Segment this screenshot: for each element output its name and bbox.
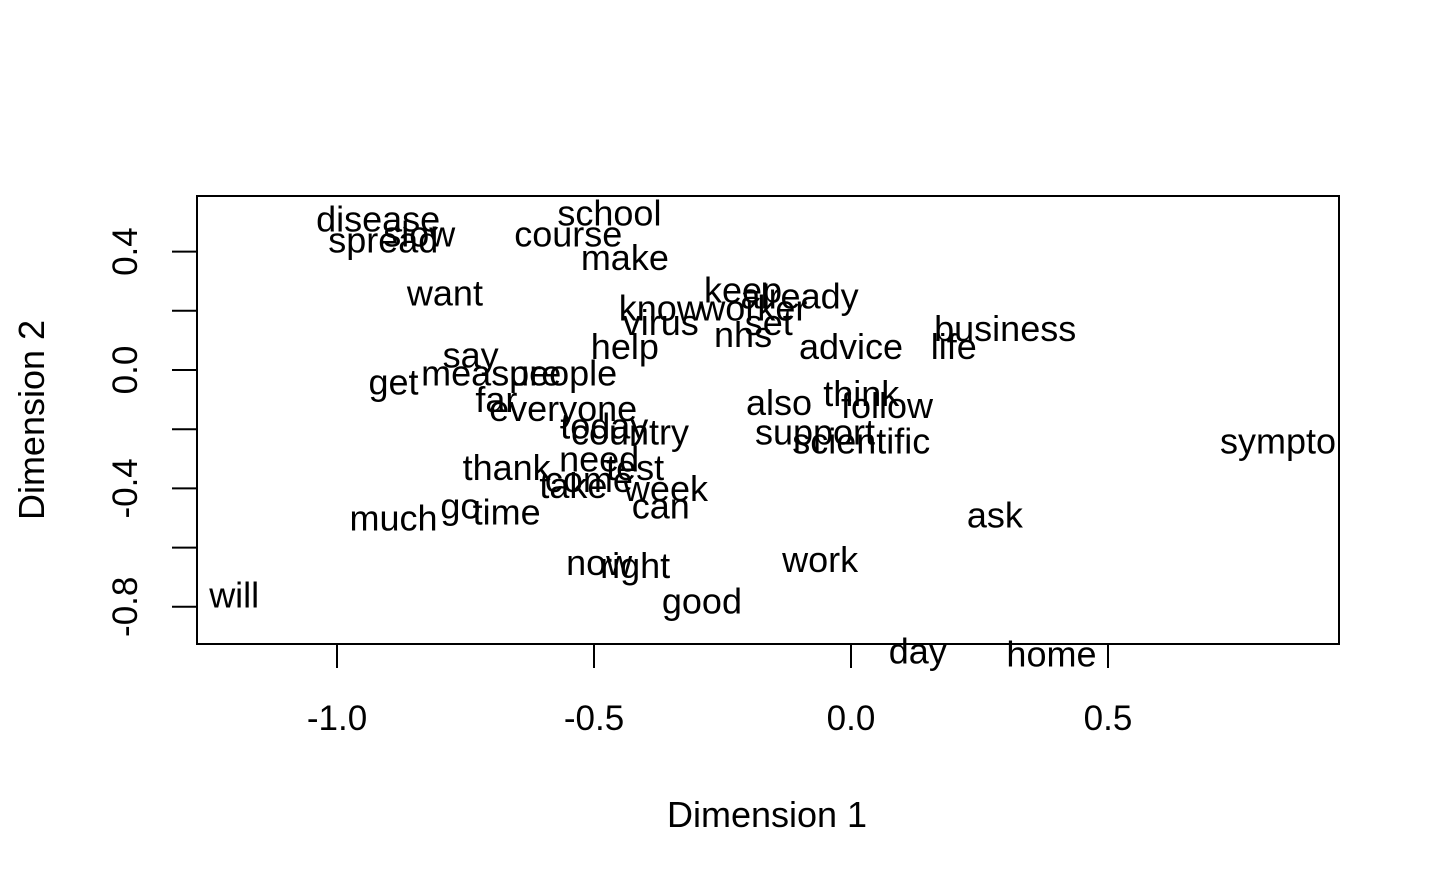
word-label-know: know — [619, 287, 704, 328]
word-label-advice: advice — [799, 326, 903, 367]
word-label-follow: follow — [841, 385, 934, 426]
word-label-also: also — [746, 382, 812, 423]
word-label-virus: virus — [623, 302, 699, 343]
word-label-take: take — [539, 465, 607, 506]
word-label-business: business — [934, 308, 1076, 349]
word-label-far: far — [475, 379, 517, 420]
word-label-set: set — [745, 302, 793, 343]
y-tick-label: -0.4 — [106, 458, 145, 518]
word-label-get: get — [369, 361, 419, 402]
word-label-time: time — [473, 492, 541, 533]
word-label-think: think — [823, 373, 900, 414]
word-label-want: want — [406, 273, 483, 314]
word-label-course: course — [514, 213, 622, 254]
word-label-ask: ask — [967, 495, 1024, 536]
word-label-test: test — [606, 447, 664, 488]
x-axis: -1.0 -0.5 0.0 0.5 — [307, 643, 1133, 738]
word-label-country: country — [571, 412, 689, 453]
word-label-scientific: scientific — [792, 421, 930, 462]
x-tick-label: 0.0 — [827, 699, 876, 738]
word-label-good: good — [662, 580, 742, 621]
x-tick-label: -0.5 — [564, 699, 624, 738]
word-label-spread: spread — [328, 219, 438, 260]
word-label-people: people — [509, 352, 617, 393]
word-label-nhs: nhs — [714, 314, 772, 355]
y-axis-title: Dimension 2 — [11, 320, 52, 520]
word-label-day: day — [889, 631, 947, 672]
word-label-can: can — [632, 486, 690, 527]
y-tick-label: -0.8 — [106, 577, 145, 637]
word-label-say: say — [443, 335, 499, 376]
word-label-measure: measure — [421, 352, 561, 393]
y-tick-label: 0.4 — [106, 227, 145, 276]
word-label-keep: keep — [704, 270, 782, 311]
word-label-work: work — [781, 539, 859, 580]
word-label-week: week — [623, 468, 709, 509]
word-label-now: now — [566, 542, 633, 583]
word-label-already: already — [741, 276, 859, 317]
word-label-worker: worker — [698, 287, 807, 328]
x-tick-label: -1.0 — [307, 699, 367, 738]
word-label-home: home — [1006, 634, 1096, 675]
word-label-symptom: symptom — [1220, 421, 1366, 462]
word-label-make: make — [581, 237, 669, 278]
x-axis-title: Dimension 1 — [667, 794, 867, 835]
word-label-come: come — [545, 459, 633, 500]
y-axis: -0.8 -0.4 0.0 0.4 — [106, 227, 198, 637]
word-label-life: life — [931, 326, 977, 367]
word-label-go: go — [440, 486, 480, 527]
word-label-support: support — [755, 412, 875, 453]
word-label-help: help — [591, 326, 659, 367]
y-tick-label: 0.0 — [106, 346, 145, 395]
word-label-everyone: everyone — [489, 388, 637, 429]
word-label-disease: disease — [316, 199, 440, 240]
word-label-right: right — [600, 545, 670, 586]
word-label-much: much — [350, 498, 438, 539]
word-label-school: school — [557, 193, 661, 234]
word-label-today: today — [560, 406, 648, 447]
word-label-will: will — [208, 574, 259, 615]
word-label-thank: thank — [463, 447, 552, 488]
word-label-slow: slow — [383, 213, 456, 254]
x-tick-label: 0.5 — [1084, 699, 1133, 738]
word-label-need: need — [559, 438, 639, 479]
